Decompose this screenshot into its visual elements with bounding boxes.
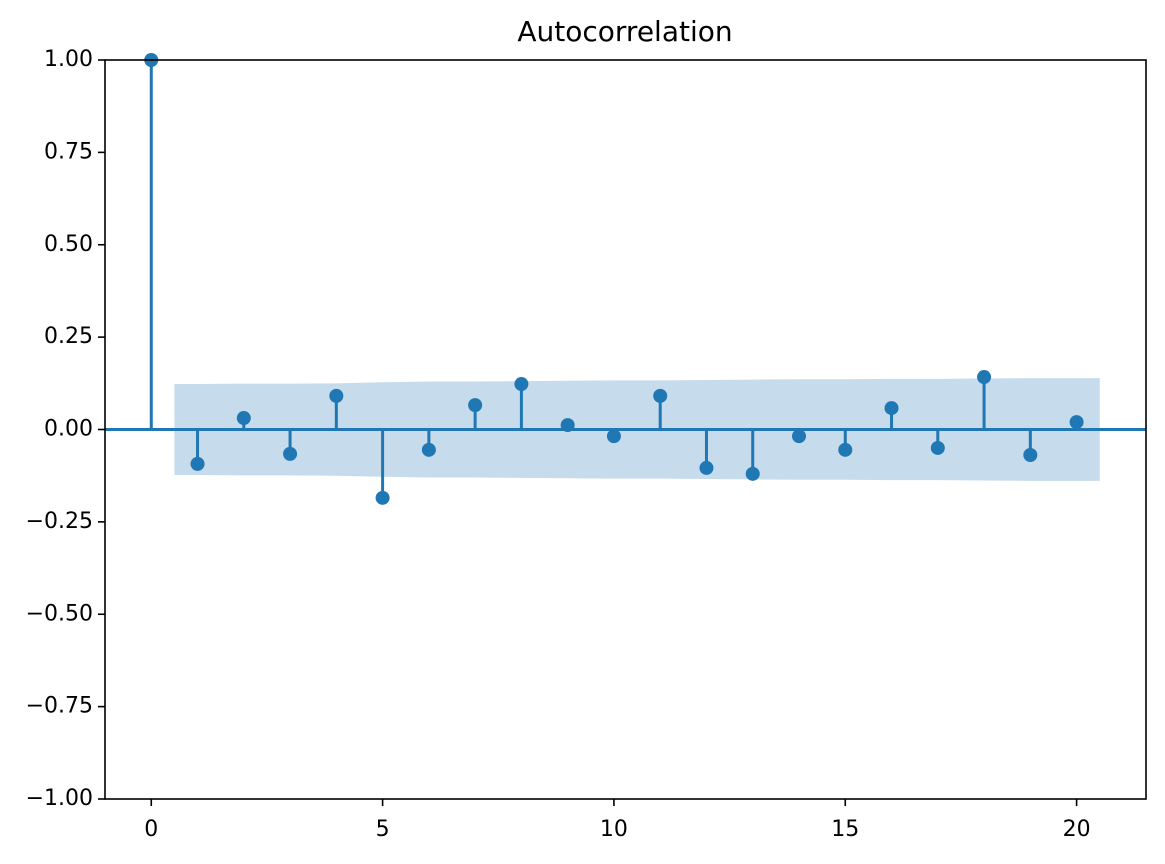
y-tick-label: 0.50	[44, 232, 93, 257]
x-tick-label: 5	[376, 817, 390, 842]
marker	[236, 411, 251, 426]
x-tick-label: 0	[144, 817, 158, 842]
y-tick-label: 0.75	[44, 139, 93, 164]
chart-title: Autocorrelation	[517, 15, 732, 48]
marker	[283, 446, 298, 461]
y-tick-label: −0.25	[26, 509, 93, 534]
marker	[560, 418, 575, 433]
marker	[514, 377, 529, 392]
marker	[1023, 447, 1038, 462]
y-tick-label: −1.00	[26, 786, 93, 811]
marker	[699, 460, 714, 475]
marker	[977, 370, 992, 385]
x-tick-label: 10	[600, 817, 628, 842]
marker	[838, 442, 853, 457]
y-tick-label: −0.75	[26, 694, 93, 719]
marker	[653, 388, 668, 403]
marker	[792, 429, 806, 444]
marker	[1069, 415, 1084, 430]
y-tick-label: 0.00	[44, 417, 93, 442]
y-tick-label: 1.00	[44, 47, 93, 72]
x-tick-label: 15	[831, 817, 859, 842]
x-tick-label: 20	[1063, 817, 1091, 842]
marker	[606, 429, 621, 444]
marker	[468, 398, 483, 413]
marker	[329, 388, 344, 403]
marker	[745, 466, 760, 481]
marker	[421, 442, 436, 457]
marker	[930, 440, 945, 455]
marker	[190, 456, 205, 471]
y-tick-label: 0.25	[44, 324, 93, 349]
marker	[375, 490, 390, 505]
marker	[884, 401, 899, 416]
y-tick-label: −0.50	[26, 601, 93, 626]
